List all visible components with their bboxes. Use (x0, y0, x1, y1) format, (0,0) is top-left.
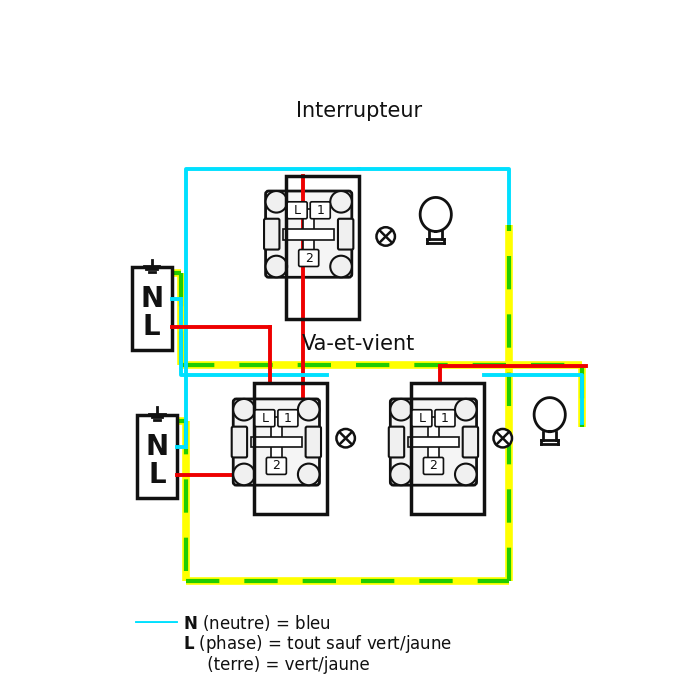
Circle shape (265, 191, 287, 213)
FancyBboxPatch shape (264, 218, 279, 250)
Circle shape (391, 399, 412, 421)
FancyBboxPatch shape (338, 218, 354, 250)
FancyBboxPatch shape (233, 399, 319, 485)
Bar (254, 383, 327, 514)
Bar (408, 437, 459, 447)
Circle shape (330, 191, 352, 213)
FancyBboxPatch shape (435, 410, 455, 427)
Text: 1: 1 (284, 412, 292, 425)
Bar (251, 437, 302, 447)
FancyBboxPatch shape (391, 399, 477, 485)
Text: 1: 1 (316, 204, 324, 217)
Circle shape (298, 463, 319, 485)
Circle shape (233, 399, 255, 421)
Circle shape (455, 399, 477, 421)
FancyBboxPatch shape (287, 202, 307, 218)
Circle shape (265, 256, 287, 277)
FancyBboxPatch shape (255, 410, 275, 427)
Bar (137, 415, 177, 498)
Bar (271, 416, 281, 468)
Bar (303, 209, 314, 260)
FancyBboxPatch shape (306, 427, 321, 458)
Text: 1: 1 (441, 412, 449, 425)
Bar (411, 383, 484, 514)
Circle shape (330, 256, 352, 277)
Text: 2: 2 (430, 459, 438, 473)
Text: $\bf{N}$ (neutre) = bleu: $\bf{N}$ (neutre) = bleu (183, 613, 331, 633)
FancyBboxPatch shape (278, 410, 298, 427)
Circle shape (337, 429, 355, 447)
Bar (286, 176, 358, 319)
Bar (284, 229, 334, 239)
Text: 2: 2 (304, 251, 313, 265)
Text: $\bf{L}$ (phase) = tout sauf vert/jaune: $\bf{L}$ (phase) = tout sauf vert/jaune (183, 633, 452, 655)
Text: Va-et-vient: Va-et-vient (302, 335, 415, 354)
Text: Interrupteur: Interrupteur (295, 101, 422, 121)
Text: L: L (294, 204, 301, 217)
Circle shape (494, 429, 512, 447)
Circle shape (377, 228, 395, 246)
FancyBboxPatch shape (299, 250, 318, 267)
Circle shape (391, 463, 412, 485)
Text: N: N (140, 285, 163, 313)
Text: N: N (146, 433, 169, 461)
Circle shape (298, 399, 319, 421)
Text: 2: 2 (272, 459, 280, 473)
Circle shape (233, 463, 255, 485)
FancyBboxPatch shape (389, 427, 404, 458)
FancyBboxPatch shape (265, 191, 352, 277)
FancyBboxPatch shape (310, 202, 330, 218)
Text: L: L (143, 313, 160, 341)
Text: L: L (148, 461, 166, 489)
Text: L: L (261, 412, 268, 425)
Bar (132, 267, 172, 351)
FancyBboxPatch shape (463, 427, 478, 458)
FancyBboxPatch shape (232, 427, 247, 458)
Circle shape (455, 463, 477, 485)
FancyBboxPatch shape (266, 458, 286, 475)
Text: L: L (419, 412, 426, 425)
Bar (428, 416, 439, 468)
Text: (terre) = vert/jaune: (terre) = vert/jaune (202, 656, 370, 673)
FancyBboxPatch shape (412, 410, 432, 427)
FancyBboxPatch shape (424, 458, 444, 475)
